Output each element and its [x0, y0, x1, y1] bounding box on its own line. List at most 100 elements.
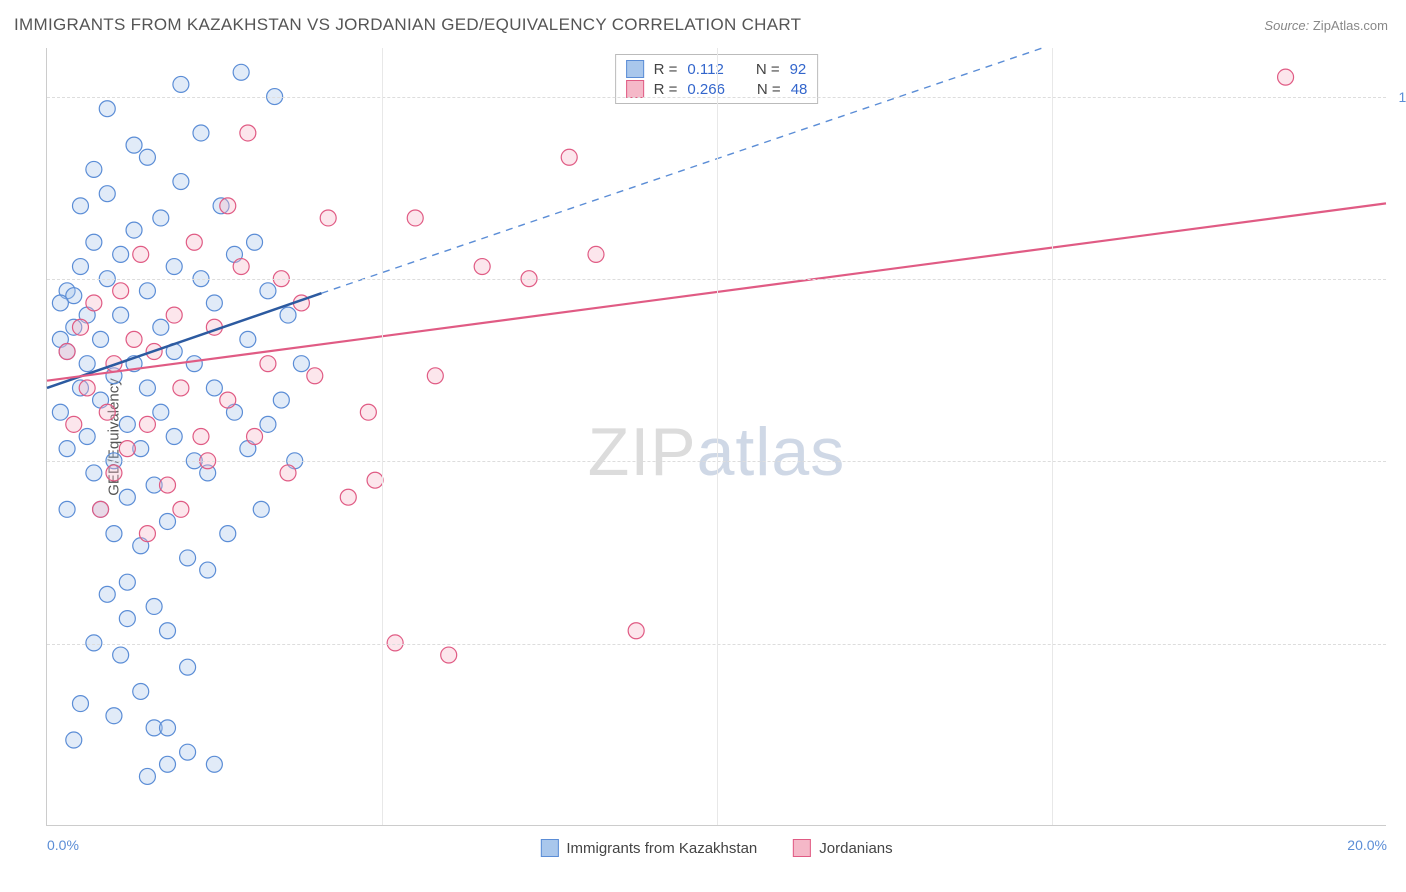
- scatter-point-kazakhstan: [253, 501, 269, 517]
- scatter-point-kazakhstan: [119, 611, 135, 627]
- scatter-point-kazakhstan: [146, 598, 162, 614]
- scatter-point-kazakhstan: [106, 708, 122, 724]
- scatter-point-jordanians: [1278, 69, 1294, 85]
- scatter-point-kazakhstan: [206, 380, 222, 396]
- n-label: N =: [756, 61, 780, 78]
- scatter-point-jordanians: [340, 489, 356, 505]
- legend-swatch-jordanians: [793, 839, 811, 857]
- scatter-point-jordanians: [72, 319, 88, 335]
- scatter-point-kazakhstan: [240, 331, 256, 347]
- scatter-point-jordanians: [240, 125, 256, 141]
- scatter-point-jordanians: [220, 392, 236, 408]
- scatter-point-kazakhstan: [193, 125, 209, 141]
- scatter-point-jordanians: [588, 246, 604, 262]
- scatter-point-kazakhstan: [139, 768, 155, 784]
- x-tick-label: 20.0%: [1347, 837, 1387, 853]
- y-tick-label: 85.0%: [1394, 453, 1406, 469]
- scatter-point-kazakhstan: [293, 356, 309, 372]
- scatter-point-jordanians: [99, 404, 115, 420]
- scatter-point-jordanians: [474, 259, 490, 275]
- r-label: R =: [654, 81, 678, 98]
- legend-swatch-kazakhstan: [626, 60, 644, 78]
- scatter-point-jordanians: [133, 246, 149, 262]
- scatter-point-jordanians: [113, 283, 129, 299]
- scatter-point-kazakhstan: [139, 283, 155, 299]
- scatter-point-jordanians: [106, 465, 122, 481]
- legend-item-kazakhstan: Immigrants from Kazakhstan: [540, 839, 757, 857]
- gridline-vertical: [1052, 48, 1053, 825]
- scatter-point-jordanians: [360, 404, 376, 420]
- scatter-point-kazakhstan: [247, 234, 263, 250]
- scatter-point-kazakhstan: [99, 186, 115, 202]
- scatter-point-kazakhstan: [260, 416, 276, 432]
- scatter-point-kazakhstan: [133, 683, 149, 699]
- scatter-point-jordanians: [280, 465, 296, 481]
- scatter-point-jordanians: [173, 380, 189, 396]
- scatter-point-kazakhstan: [160, 756, 176, 772]
- scatter-point-kazakhstan: [173, 174, 189, 190]
- scatter-point-kazakhstan: [160, 513, 176, 529]
- legend-swatch-kazakhstan: [540, 839, 558, 857]
- scatter-point-jordanians: [220, 198, 236, 214]
- scatter-point-kazakhstan: [166, 429, 182, 445]
- y-tick-label: 100.0%: [1394, 89, 1406, 105]
- n-value: 48: [791, 81, 808, 98]
- r-label: R =: [654, 61, 678, 78]
- scatter-point-kazakhstan: [260, 283, 276, 299]
- scatter-point-kazakhstan: [86, 161, 102, 177]
- scatter-point-kazakhstan: [86, 465, 102, 481]
- scatter-point-kazakhstan: [79, 429, 95, 445]
- legend-item-jordanians: Jordanians: [793, 839, 892, 857]
- scatter-point-jordanians: [59, 344, 75, 360]
- scatter-point-kazakhstan: [206, 756, 222, 772]
- scatter-point-kazakhstan: [186, 356, 202, 372]
- scatter-point-kazakhstan: [153, 319, 169, 335]
- gridline-vertical: [382, 48, 383, 825]
- scatter-point-kazakhstan: [233, 64, 249, 80]
- scatter-point-kazakhstan: [180, 550, 196, 566]
- legend-label: Immigrants from Kazakhstan: [566, 840, 757, 857]
- scatter-point-jordanians: [367, 472, 383, 488]
- scatter-point-jordanians: [139, 526, 155, 542]
- scatter-point-kazakhstan: [160, 623, 176, 639]
- scatter-point-jordanians: [307, 368, 323, 384]
- scatter-point-jordanians: [93, 501, 109, 517]
- scatter-point-kazakhstan: [200, 562, 216, 578]
- scatter-point-jordanians: [407, 210, 423, 226]
- scatter-point-kazakhstan: [180, 659, 196, 675]
- scatter-point-kazakhstan: [59, 501, 75, 517]
- legend-label: Jordanians: [819, 840, 892, 857]
- scatter-point-jordanians: [193, 429, 209, 445]
- scatter-point-kazakhstan: [119, 489, 135, 505]
- gridline-vertical: [717, 48, 718, 825]
- scatter-point-jordanians: [320, 210, 336, 226]
- scatter-point-kazakhstan: [99, 101, 115, 117]
- scatter-point-jordanians: [260, 356, 276, 372]
- scatter-point-kazakhstan: [180, 744, 196, 760]
- scatter-point-kazakhstan: [59, 441, 75, 457]
- scatter-point-kazakhstan: [72, 198, 88, 214]
- scatter-point-kazakhstan: [119, 574, 135, 590]
- scatter-point-kazakhstan: [139, 149, 155, 165]
- scatter-point-kazakhstan: [126, 137, 142, 153]
- n-label: N =: [757, 81, 781, 98]
- scatter-point-kazakhstan: [52, 404, 68, 420]
- y-tick-label: 77.5%: [1394, 636, 1406, 652]
- scatter-point-kazakhstan: [173, 76, 189, 92]
- source-name: ZipAtlas.com: [1313, 18, 1388, 33]
- n-value: 92: [790, 61, 807, 78]
- r-value: 0.112: [687, 61, 723, 78]
- scatter-point-kazakhstan: [93, 331, 109, 347]
- scatter-point-kazakhstan: [166, 259, 182, 275]
- scatter-point-jordanians: [173, 501, 189, 517]
- scatter-point-kazakhstan: [113, 246, 129, 262]
- legend-swatch-jordanians: [626, 80, 644, 98]
- scatter-point-kazakhstan: [106, 526, 122, 542]
- scatter-point-jordanians: [86, 295, 102, 311]
- scatter-point-kazakhstan: [160, 720, 176, 736]
- plot-area: GED/Equivalency ZIPatlas R =0.112N =92R …: [46, 48, 1386, 826]
- scatter-point-kazakhstan: [280, 307, 296, 323]
- scatter-point-kazakhstan: [99, 586, 115, 602]
- scatter-point-kazakhstan: [273, 392, 289, 408]
- scatter-point-jordanians: [166, 307, 182, 323]
